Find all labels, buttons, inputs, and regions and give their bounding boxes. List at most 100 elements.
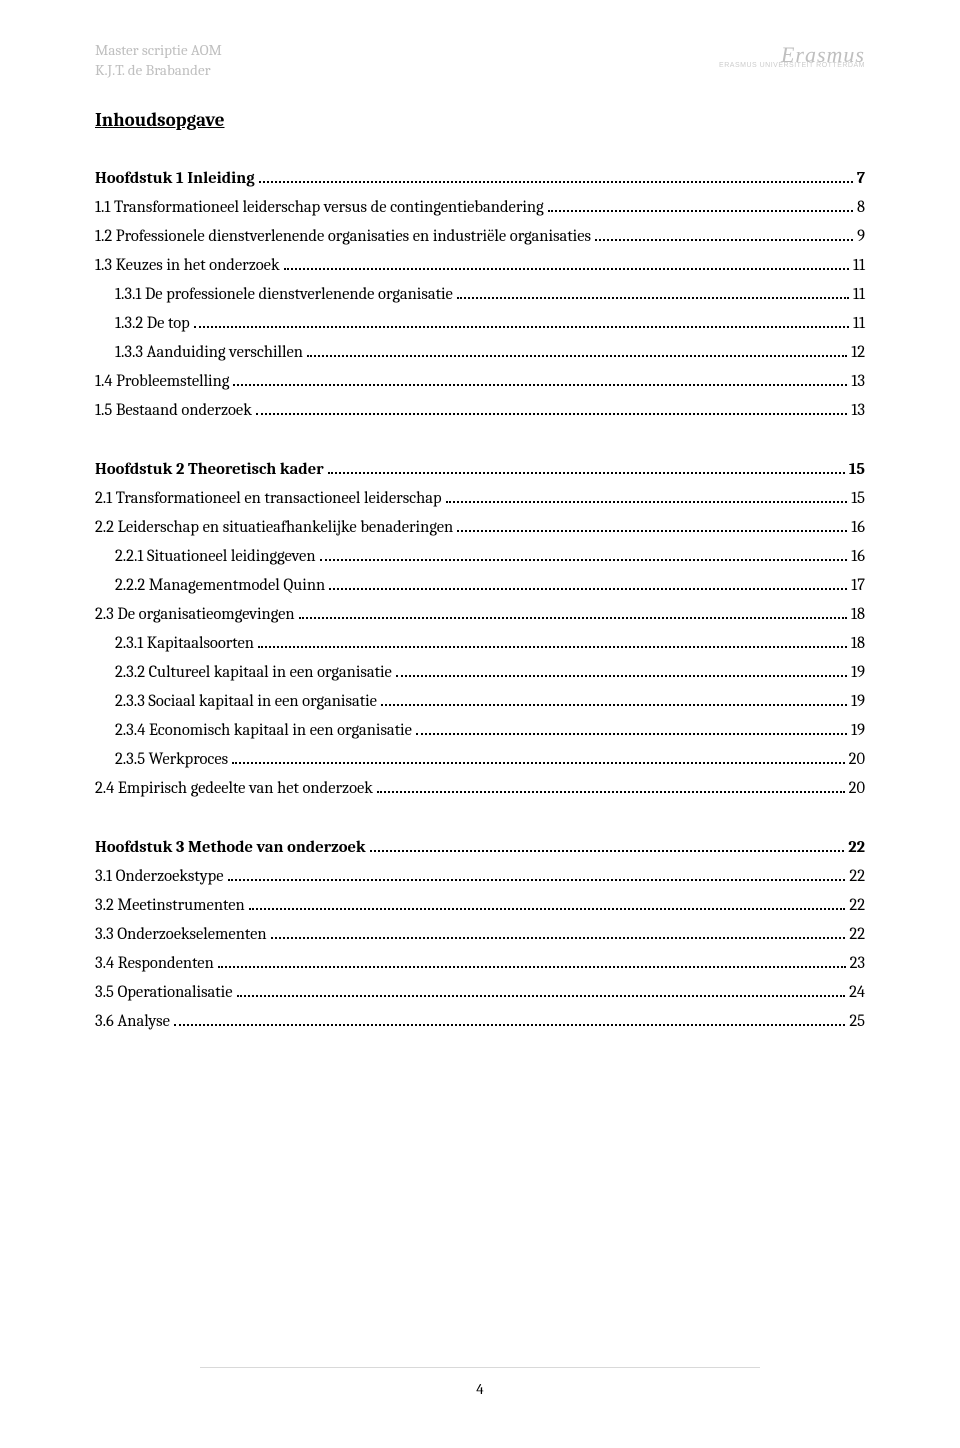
toc-entry: Hoofdstuk 3 Methode van onderzoek 22: [95, 838, 865, 857]
toc-entry-page: 20: [849, 779, 865, 798]
toc-entry: 2.2.2 Managementmodel Quinn 17: [95, 576, 865, 595]
toc-entry-label: Hoofdstuk 2 Theoretisch kader: [95, 460, 324, 479]
toc-entry-page: 12: [851, 343, 865, 362]
toc-entry-label: 2.4 Empirisch gedeelte van het onderzoek: [95, 779, 373, 798]
toc-entry-label: 2.3.2 Cultureel kapitaal in een organisa…: [115, 663, 392, 682]
toc-entry: 2.2 Leiderschap en situatieafhankelijke …: [95, 518, 865, 537]
toc-entry: 2.3.4 Economisch kapitaal in een organis…: [95, 721, 865, 740]
toc-entry: 1.3.1 De professionele dienstverlenende …: [95, 285, 865, 304]
toc-entry: 2.3.3 Sociaal kapitaal in een organisati…: [95, 692, 865, 711]
toc-entry-page: 19: [851, 721, 865, 740]
toc-entry-page: 13: [851, 372, 865, 391]
table-of-contents: Hoofdstuk 1 Inleiding7 1.1 Transformation…: [95, 169, 865, 1031]
toc-leader: [174, 1012, 845, 1025]
toc-entry-page: 13: [851, 401, 865, 420]
toc-entry: 2.1 Transformationeel en transactioneel …: [95, 489, 865, 508]
toc-leader: [218, 954, 846, 967]
toc-entry: Hoofdstuk 2 Theoretisch kader15: [95, 460, 865, 479]
toc-entry-label: 1.3.1 De professionele dienstverlenende …: [115, 285, 453, 304]
toc-entry-label: 2.2 Leiderschap en situatieafhankelijke …: [95, 518, 453, 537]
toc-entry-page: 16: [851, 518, 865, 537]
toc-entry-page: 18: [851, 634, 865, 653]
toc-entry-label: 2.3.1 Kapitaalsoorten: [115, 634, 254, 653]
toc-entry: 3.4 Respondenten 23: [95, 954, 865, 973]
toc-leader: [457, 518, 847, 531]
toc-entry: 3.6 Analyse 25: [95, 1012, 865, 1031]
toc-entry: 3.3 Onderzoekselementen 22: [95, 925, 865, 944]
toc-leader: [370, 838, 845, 851]
toc-leader: [396, 663, 847, 676]
toc-entry-page: 23: [850, 954, 865, 973]
toc-entry-label: 2.1 Transformationeel en transactioneel …: [95, 489, 442, 508]
toc-entry-page: 19: [851, 663, 865, 682]
toc-entry: 2.2.1 Situationeel leidinggeven 16: [95, 547, 865, 566]
toc-entry-page: 22: [849, 896, 865, 915]
toc-entry: 3.2 Meetinstrumenten 22: [95, 896, 865, 915]
page-header: Master scriptie AOM K.J.T. de Brabander …: [95, 40, 865, 81]
toc-leader: [284, 256, 849, 269]
toc-entry: 2.3.5 Werkproces 20: [95, 750, 865, 769]
toc-entry-label: 3.1 Onderzoekstype: [95, 867, 224, 886]
toc-entry: 1.5 Bestaand onderzoek 13: [95, 401, 865, 420]
toc-entry: 2.3 De organisatieomgevingen 18: [95, 605, 865, 624]
toc-leader: [416, 721, 847, 734]
toc-entry-label: 2.3.5 Werkproces: [115, 750, 228, 769]
toc-entry: 1.3 Keuzes in het onderzoek 11: [95, 256, 865, 275]
toc-leader: [329, 576, 847, 589]
toc-entry-page: 20: [849, 750, 865, 769]
toc-entry-label: 1.5 Bestaand onderzoek: [95, 401, 252, 420]
toc-entry-page: 24: [849, 983, 865, 1002]
toc-entry-page: 11: [853, 285, 865, 304]
toc-entry-label: 2.3.3 Sociaal kapitaal in een organisati…: [115, 692, 377, 711]
toc-leader: [232, 750, 845, 763]
toc-entry-label: Hoofdstuk 3 Methode van onderzoek: [95, 838, 366, 857]
toc-entry: Hoofdstuk 1 Inleiding7: [95, 169, 865, 188]
toc-entry-page: 17: [851, 576, 865, 595]
toc-entry-label: 2.3 De organisatieomgevingen: [95, 605, 295, 624]
toc-entry-label: 1.3 Keuzes in het onderzoek: [95, 256, 280, 275]
toc-leader: [271, 925, 846, 938]
toc-entry-label: Hoofdstuk 1 Inleiding: [95, 169, 255, 188]
toc-leader: [299, 605, 847, 618]
toc-leader: [259, 169, 853, 182]
toc-leader: [320, 547, 848, 560]
toc-entry-label: 2.2.1 Situationeel leidinggeven: [115, 547, 316, 566]
toc-entry-label: 2.2.2 Managementmodel Quinn: [115, 576, 325, 595]
toc-entry: 3.5 Operationalisatie 24: [95, 983, 865, 1002]
toc-entry-label: 1.4 Probleemstelling: [95, 372, 229, 391]
toc-entry-page: 9: [857, 227, 865, 246]
document-page: Master scriptie AOM K.J.T. de Brabander …: [0, 0, 960, 1448]
toc-entry-page: 15: [851, 489, 865, 508]
toc-entry-page: 16: [851, 547, 865, 566]
toc-leader: [194, 314, 849, 327]
header-left: Master scriptie AOM K.J.T. de Brabander: [95, 40, 222, 81]
toc-entry-page: 18: [851, 605, 865, 624]
toc-leader: [228, 867, 846, 880]
toc-entry-page: 8: [857, 198, 865, 217]
toc-entry-label: 3.6 Analyse: [95, 1012, 170, 1031]
toc-entry-label: 1.1 Transformationeel leiderschap versus…: [95, 198, 544, 217]
header-line-1: Master scriptie AOM: [95, 40, 222, 60]
toc-entry-label: 1.2 Professionele dienstverlenende organ…: [95, 227, 591, 246]
toc-entry-page: 22: [849, 925, 865, 944]
toc-entry-page: 22: [848, 838, 865, 857]
toc-leader: [595, 227, 853, 240]
toc-entry-page: 11: [853, 314, 865, 333]
toc-entry-page: 11: [853, 256, 865, 275]
toc-leader: [258, 634, 847, 647]
toc-leader: [457, 285, 849, 298]
toc-leader: [446, 489, 848, 502]
toc-entry-label: 3.2 Meetinstrumenten: [95, 896, 245, 915]
toc-entry-label: 3.5 Operationalisatie: [95, 983, 233, 1002]
toc-leader: [256, 401, 848, 414]
header-line-2: K.J.T. de Brabander: [95, 60, 222, 80]
toc-leader: [381, 692, 847, 705]
toc-entry-page: 25: [849, 1012, 865, 1031]
toc-entry-label: 3.4 Respondenten: [95, 954, 214, 973]
toc-entry: 2.3.2 Cultureel kapitaal in een organisa…: [95, 663, 865, 682]
toc-entry-page: 22: [849, 867, 865, 886]
toc-entry: 1.3.2 De top11: [95, 314, 865, 333]
toc-entry-label: 3.3 Onderzoekselementen: [95, 925, 267, 944]
toc-leader: [249, 896, 846, 909]
page-number: 4: [0, 1380, 960, 1398]
